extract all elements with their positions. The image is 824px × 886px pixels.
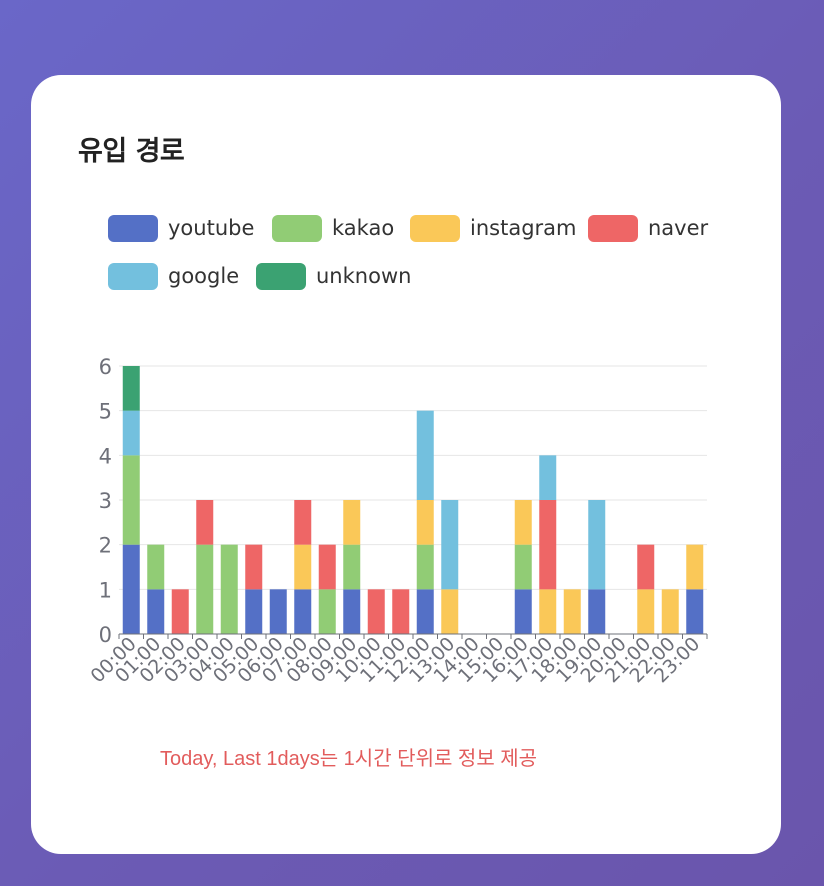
bar-youtube-19:00[interactable] bbox=[588, 589, 606, 634]
bar-kakao-00:00[interactable] bbox=[122, 455, 140, 545]
footnote-text: Today, Last 1days는 1시간 단위로 정보 제공 bbox=[160, 748, 538, 770]
bar-naver-21:00[interactable] bbox=[637, 544, 655, 590]
legend-label: naver bbox=[648, 216, 709, 240]
legend-item-unknown[interactable]: unknown bbox=[256, 263, 411, 290]
legend-item-youtube[interactable]: youtube bbox=[108, 215, 254, 242]
bar-kakao-01:00[interactable] bbox=[147, 544, 165, 590]
y-tick-label: 3 bbox=[99, 489, 112, 513]
y-tick-label: 0 bbox=[99, 623, 112, 647]
bar-google-13:00[interactable] bbox=[441, 500, 459, 590]
chart-axes: 00:0001:0002:0003:0004:0005:0006:0007:00… bbox=[87, 633, 708, 687]
bar-kakao-09:00[interactable] bbox=[343, 544, 361, 590]
bar-instagram-18:00[interactable] bbox=[563, 589, 581, 634]
bar-unknown-00:00[interactable] bbox=[122, 366, 140, 411]
bar-kakao-08:00[interactable] bbox=[318, 589, 336, 634]
traffic-source-card: 유입 경로 youtube kakao instagram naver google un… bbox=[31, 75, 781, 854]
legend-label: youtube bbox=[168, 216, 254, 240]
bar-youtube-23:00[interactable] bbox=[686, 589, 704, 634]
chart-grid: 0 1 2 3 4 5 6 bbox=[99, 355, 707, 647]
bar-instagram-09:00[interactable] bbox=[343, 500, 361, 545]
bar-instagram-17:00[interactable] bbox=[539, 589, 557, 634]
chart-legend: youtube kakao instagram naver google unknown bbox=[108, 215, 709, 290]
legend-item-naver[interactable]: naver bbox=[588, 215, 709, 242]
bar-google-00:00[interactable] bbox=[122, 410, 140, 456]
bar-instagram-21:00[interactable] bbox=[637, 589, 655, 634]
legend-swatch bbox=[108, 215, 158, 242]
bar-naver-11:00[interactable] bbox=[392, 589, 410, 634]
legend-swatch bbox=[256, 263, 306, 290]
bar-youtube-01:00[interactable] bbox=[147, 589, 165, 634]
legend-label: unknown bbox=[316, 264, 411, 288]
legend-label: kakao bbox=[332, 216, 394, 240]
legend-item-google[interactable]: google bbox=[108, 263, 239, 290]
y-tick-label: 5 bbox=[99, 400, 112, 424]
bar-kakao-12:00[interactable] bbox=[416, 544, 434, 590]
bar-naver-10:00[interactable] bbox=[367, 589, 385, 634]
bar-kakao-04:00[interactable] bbox=[220, 544, 238, 634]
legend-swatch bbox=[588, 215, 638, 242]
legend-swatch bbox=[410, 215, 460, 242]
bar-youtube-12:00[interactable] bbox=[416, 589, 434, 634]
bar-instagram-16:00[interactable] bbox=[514, 500, 532, 545]
chart-bars bbox=[122, 366, 704, 634]
y-tick-label: 4 bbox=[99, 444, 112, 468]
legend-item-instagram[interactable]: instagram bbox=[410, 215, 576, 242]
y-tick-label: 6 bbox=[99, 355, 112, 379]
bar-naver-08:00[interactable] bbox=[318, 544, 336, 590]
legend-label: google bbox=[168, 264, 239, 288]
bar-google-12:00[interactable] bbox=[416, 410, 434, 500]
legend-swatch bbox=[272, 215, 322, 242]
bar-instagram-23:00[interactable] bbox=[686, 544, 704, 590]
bar-instagram-12:00[interactable] bbox=[416, 500, 434, 545]
bar-kakao-03:00[interactable] bbox=[196, 544, 214, 634]
bar-naver-03:00[interactable] bbox=[196, 500, 214, 545]
bar-youtube-00:00[interactable] bbox=[122, 544, 140, 634]
bar-kakao-16:00[interactable] bbox=[514, 544, 532, 590]
bar-naver-02:00[interactable] bbox=[171, 589, 189, 634]
bar-naver-17:00[interactable] bbox=[539, 500, 557, 590]
bar-instagram-22:00[interactable] bbox=[661, 589, 679, 634]
y-tick-label: 1 bbox=[99, 578, 112, 602]
bar-naver-07:00[interactable] bbox=[294, 500, 312, 545]
bar-google-19:00[interactable] bbox=[588, 500, 606, 590]
bar-youtube-05:00[interactable] bbox=[245, 589, 263, 634]
bar-youtube-06:00[interactable] bbox=[269, 589, 287, 634]
bar-youtube-16:00[interactable] bbox=[514, 589, 532, 634]
legend-label: instagram bbox=[470, 216, 576, 240]
legend-swatch bbox=[108, 263, 158, 290]
bar-naver-05:00[interactable] bbox=[245, 544, 263, 590]
card-title: 유입 경로 bbox=[78, 136, 185, 167]
bar-youtube-09:00[interactable] bbox=[343, 589, 361, 634]
bar-google-17:00[interactable] bbox=[539, 455, 557, 500]
y-tick-label: 2 bbox=[99, 534, 112, 558]
bar-instagram-13:00[interactable] bbox=[441, 589, 459, 634]
legend-item-kakao[interactable]: kakao bbox=[272, 215, 394, 242]
bar-youtube-07:00[interactable] bbox=[294, 589, 312, 634]
bar-instagram-07:00[interactable] bbox=[294, 544, 312, 590]
